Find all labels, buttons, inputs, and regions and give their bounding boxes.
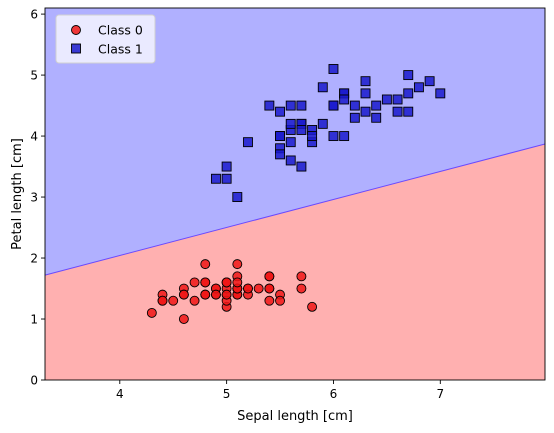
- class-0-point: [232, 259, 243, 270]
- decision-boundary-line: [44, 143, 546, 276]
- class-0-point: [146, 307, 157, 318]
- class-1-point: [413, 82, 424, 93]
- class-0-point: [200, 277, 211, 288]
- class-1-point: [285, 100, 296, 111]
- class-1-point: [285, 155, 296, 166]
- class-1-point: [275, 131, 285, 142]
- class-1-point: [360, 88, 371, 99]
- class-0-point: [168, 295, 179, 306]
- legend-marker-class-0: [71, 25, 81, 35]
- class-1-point: [381, 94, 392, 105]
- class-1-point: [403, 70, 414, 81]
- y-tick-label: 3: [30, 191, 38, 205]
- y-axis-label: Petal length [cm]: [10, 138, 25, 250]
- legend: Class 0 Class 1: [55, 14, 156, 64]
- legend-label-class-0: Class 0: [98, 23, 143, 38]
- class-1-point: [371, 112, 382, 123]
- class-1-point: [349, 112, 360, 123]
- class-1-point: [328, 131, 339, 142]
- y-tick-label: 5: [30, 69, 38, 83]
- x-axis-label: Sepal length [cm]: [237, 409, 353, 424]
- class-0-point: [296, 283, 307, 294]
- class-0-point: [264, 295, 275, 306]
- class-1-point: [221, 173, 232, 184]
- class-0-point: [307, 301, 318, 312]
- class-0-point: [264, 283, 275, 294]
- class-0-point: [178, 314, 189, 324]
- class-0-point: [200, 259, 211, 270]
- class-1-point: [403, 88, 414, 99]
- class-1-point: [275, 149, 285, 160]
- class-1-point: [210, 173, 221, 184]
- y-tick-label: 4: [30, 130, 38, 144]
- class-1-point: [296, 161, 307, 172]
- x-tick-label: 7: [436, 387, 444, 401]
- class-0-point: [243, 283, 253, 294]
- class-0-point: [200, 289, 211, 300]
- class-0-point: [221, 289, 232, 300]
- class-1-point: [392, 94, 403, 105]
- class-0-point: [189, 295, 200, 306]
- class-0-point: [275, 295, 285, 306]
- legend-label-class-1: Class 1: [98, 42, 143, 57]
- class-0-point: [157, 295, 168, 306]
- class-1-point: [243, 137, 253, 148]
- x-tick-label: 4: [116, 387, 124, 401]
- data-points: [146, 64, 446, 324]
- class-1-point: [403, 106, 414, 117]
- class-1-point: [232, 192, 243, 202]
- y-tick-label: 1: [30, 313, 38, 327]
- plot-frame: [44, 7, 546, 381]
- class-0-point: [189, 277, 200, 288]
- class-1-point: [285, 118, 296, 129]
- class-1-point: [275, 106, 285, 117]
- class-1-point: [339, 94, 350, 105]
- y-tick-label: 2: [30, 252, 38, 266]
- class-0-point: [210, 289, 221, 300]
- class-1-point: [317, 118, 328, 129]
- x-tick-label: 6: [330, 387, 338, 401]
- class-1-point: [264, 100, 275, 111]
- class-1-point: [221, 161, 232, 172]
- class-0-point: [221, 277, 232, 288]
- class-1-point: [285, 137, 296, 148]
- x-tick-label: 5: [223, 387, 231, 401]
- class-0-point: [264, 271, 275, 282]
- class-1-point: [296, 100, 307, 111]
- class-1-point: [328, 100, 339, 111]
- class-0-point: [296, 271, 307, 282]
- class-1-point: [349, 100, 360, 111]
- decision-regions: [44, 8, 546, 380]
- class-1-point: [339, 131, 350, 142]
- class-1-point: [371, 100, 382, 111]
- class-0-region: [45, 143, 545, 380]
- y-tick-label: 6: [30, 8, 38, 22]
- class-0-point: [253, 283, 264, 294]
- class-0-point: [178, 289, 189, 300]
- class-1-point: [296, 125, 307, 135]
- class-1-point: [328, 64, 339, 74]
- legend-marker-class-1: [71, 43, 81, 54]
- class-1-point: [392, 106, 403, 117]
- class-0-point: [232, 277, 243, 288]
- class-1-point: [360, 76, 371, 87]
- y-axis-ticks: 0 1 2 3 4 5 6: [30, 8, 45, 388]
- class-1-point: [317, 82, 328, 93]
- class-1-point: [424, 76, 435, 87]
- class-1-point: [307, 131, 318, 142]
- class-1-point: [360, 106, 371, 117]
- class-1-point: [435, 88, 446, 99]
- x-axis-ticks: 4 5 6 7: [116, 380, 444, 401]
- y-tick-label: 0: [30, 374, 38, 388]
